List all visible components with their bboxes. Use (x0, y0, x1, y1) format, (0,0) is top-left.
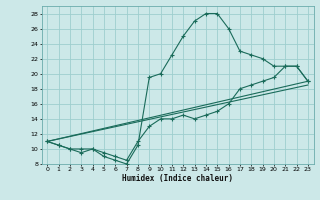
X-axis label: Humidex (Indice chaleur): Humidex (Indice chaleur) (122, 174, 233, 183)
